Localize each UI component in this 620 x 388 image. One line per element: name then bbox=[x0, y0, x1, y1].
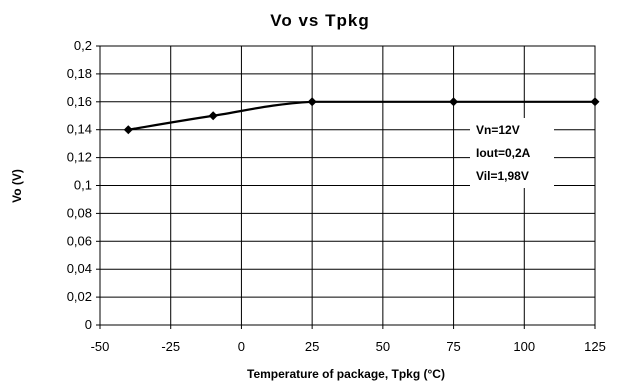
x-tick-label: 25 bbox=[305, 339, 319, 354]
annotations: Vn=12V Iout=0,2A Vil=1,98V bbox=[470, 118, 554, 188]
x-tick-label: 100 bbox=[513, 339, 535, 354]
data-point bbox=[208, 111, 218, 121]
x-axis-title: Temperature of package, Tpkg (°C) bbox=[247, 367, 445, 381]
data-point bbox=[123, 125, 133, 135]
y-tick-label: 0,18 bbox=[67, 66, 92, 81]
x-tick-label: 125 bbox=[584, 339, 606, 354]
x-tick-label: -50 bbox=[91, 339, 110, 354]
data-point bbox=[449, 97, 459, 107]
annotation-box bbox=[470, 118, 554, 188]
y-tick-label: 0,02 bbox=[67, 289, 92, 304]
annotation-text: Iout=0,2A bbox=[476, 146, 531, 160]
y-tick-label: 0,12 bbox=[67, 150, 92, 165]
y-tick-label: 0,06 bbox=[67, 233, 92, 248]
data-point bbox=[307, 97, 317, 107]
y-tick-label: 0,14 bbox=[67, 122, 92, 137]
y-tick-label: 0 bbox=[85, 317, 92, 332]
annotation-text: Vn=12V bbox=[476, 123, 520, 137]
y-tick-label: 0,2 bbox=[74, 38, 92, 53]
annotation-text: Vil=1,98V bbox=[476, 169, 529, 183]
y-tick-label: 0,1 bbox=[74, 178, 92, 193]
y-tick-label: 0,08 bbox=[67, 205, 92, 220]
chart-title: Vo vs Tpkg bbox=[270, 11, 369, 30]
series-line bbox=[128, 100, 595, 131]
axes: 0 0,02 0,04 0,06 0,08 0,1 0,12 0,14 0,16 0,18 0,2 -… bbox=[67, 38, 606, 354]
y-axis-title: Vo (V) bbox=[10, 169, 24, 203]
x-tick-label: 75 bbox=[446, 339, 460, 354]
data-point bbox=[590, 97, 600, 107]
y-tick-label: 0,04 bbox=[67, 261, 92, 276]
grid bbox=[100, 46, 595, 325]
x-tick-label: 0 bbox=[238, 339, 245, 354]
y-tick-label: 0,16 bbox=[67, 94, 92, 109]
x-tick-label: 50 bbox=[376, 339, 390, 354]
x-tick-label: -25 bbox=[161, 339, 180, 354]
series bbox=[123, 97, 600, 135]
